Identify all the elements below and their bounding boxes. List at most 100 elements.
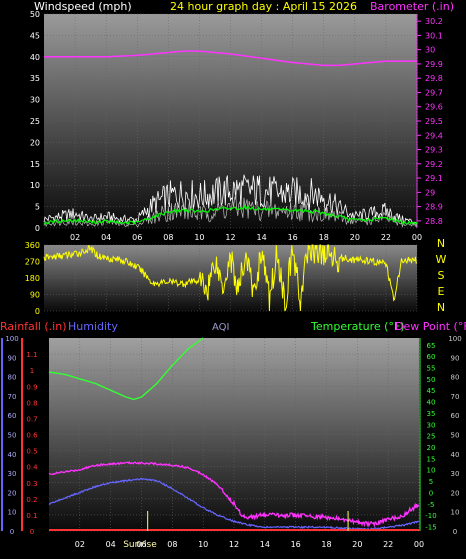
humidity-tick-label: 70 [8,393,17,401]
temperature-line [48,337,204,401]
dew-tick-label: 60 [451,412,460,420]
temp-x-tick-label: 06 [136,540,146,549]
sunrise-label: Sunrise [123,540,157,550]
baro-tick-label: 29 [425,188,435,197]
temp-x-tick-label: 02 [75,540,85,549]
axis-labels: 0510152025303540455028.828.92929.129.229… [5,10,461,549]
temp-tick-label: 55 [427,365,436,373]
temp-tick-label: -10 [425,512,436,520]
temp-tick-label: 0 [429,489,433,497]
temp-x-tick-label: 00 [414,540,424,549]
baro-tick-label: 28.8 [425,217,443,226]
temp-tick-label: 10 [427,467,436,475]
temp-tick-label: 25 [427,433,436,441]
temp-tick-label: 60 [427,353,436,361]
wind-tick-label: 15 [30,160,40,169]
wind-x-tick-label: 00 [412,233,422,242]
dew-tick-label: 30 [451,470,460,478]
windspeed-label: Windspeed (mph) [34,0,132,13]
compass-letter-5: N [437,301,445,314]
dew-tick-label: 10 [451,509,460,517]
humidity-tick-label: 20 [8,489,17,497]
wind-x-tick-label: 02 [70,233,80,242]
wind-tick-label: 30 [30,96,40,105]
baro-tick-label: 29.5 [425,117,443,126]
temp-x-tick-label: 22 [383,540,393,549]
dewpoint-line [48,460,420,528]
temp-tick-label: -5 [428,501,435,509]
aqi-label: AQI [212,322,230,333]
wind-tick-label: 0 [35,224,40,233]
wind-marks [43,50,418,228]
compass-letter-3: S [438,269,445,282]
temp-tick-label: 15 [427,455,436,463]
temp-x-tick-label: 16 [291,540,301,549]
temp-marks [48,337,420,531]
wind-x-tick-label: 04 [101,233,111,242]
compass-letter-4: E [438,285,445,298]
wind-x-tick-label: 12 [225,233,235,242]
baro-tick-label: 30.2 [425,17,443,26]
temp-tick-label: 5 [429,478,433,486]
barometer-label: Barometer (.in) [370,0,454,13]
wind-x-tick-label: 22 [381,233,391,242]
temp-x-tick-label: 14 [260,540,270,549]
humidity-tick-label: 60 [8,412,17,420]
wind-tick-label: 10 [30,181,40,190]
dew-tick-label: 40 [451,451,460,459]
baro-tick-label: 28.9 [425,203,443,212]
baro-tick-label: 29.7 [425,88,443,97]
rain-tick-label: 0.9 [26,383,37,391]
dew-tick-label: 100 [448,335,461,343]
wind-avg-line [43,204,418,226]
baro-tick-label: 29.3 [425,146,443,155]
rain-tick-label: 1 [30,367,34,375]
baro-tick-label: 29.8 [425,74,443,83]
rain-tick-label: 0.7 [26,415,37,423]
direction-marks [43,244,418,312]
temp-tick-label: 45 [427,387,436,395]
wind-x-tick-label: 08 [163,233,173,242]
wind-tick-label: 20 [30,138,40,147]
dew-tick-label: 70 [451,393,460,401]
humidity-tick-label: 0 [10,528,14,536]
humidity-label: Humidity [68,320,118,333]
temp-grid [1,338,421,532]
wind-grid [44,13,421,229]
dew-tick-label: 0 [453,528,457,536]
dew-tick-label: 50 [451,432,460,440]
rain-tick-label: 0.6 [26,432,38,440]
wind-x-tick-label: 20 [350,233,360,242]
temp-tick-label: 40 [427,399,436,407]
rain-tick-label: 0 [30,528,34,536]
rain-tick-label: 0.2 [26,496,37,504]
temp-x-tick-label: 08 [167,540,177,549]
wind-x-tick-label: 16 [288,233,298,242]
wind-tick-label: 25 [30,117,40,126]
humidity-tick-label: 100 [5,335,18,343]
barometer-line [44,50,417,67]
compass-letter-1: N [437,237,445,250]
humidity-tick-label: 80 [8,374,17,382]
humidity-tick-label: 50 [8,432,17,440]
temp-tick-label: 30 [427,421,436,429]
wind-x-tick-label: 06 [132,233,142,242]
humidity-tick-label: 10 [8,509,17,517]
rain-tick-label: 0.4 [26,464,38,472]
graph-title: 24 hour graph day : April 15 2026 [170,0,357,13]
wind-x-tick-label: 18 [319,233,329,242]
baro-tick-label: 29.9 [425,60,443,69]
dew-tick-label: 80 [451,374,460,382]
rain-tick-label: 0.8 [26,399,37,407]
temp-tick-label: 20 [427,444,436,452]
wind-tick-label: 5 [35,203,40,212]
dir-tick-label: 270 [25,258,40,267]
temp-x-tick-label: 20 [352,540,362,549]
wind-direction-line [43,244,418,312]
baro-tick-label: 30 [425,46,435,55]
rain-tick-label: 0.3 [26,480,37,488]
dir-tick-label: 90 [30,291,40,300]
rain-tick-label: 0.5 [26,448,37,456]
compass-letter-2: W [436,253,447,266]
